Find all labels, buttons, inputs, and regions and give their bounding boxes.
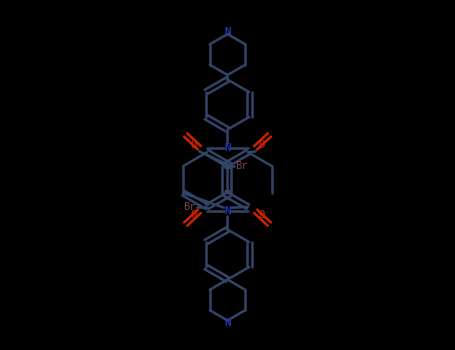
Text: O: O bbox=[258, 140, 265, 149]
Text: O: O bbox=[258, 210, 265, 219]
Text: O: O bbox=[190, 140, 197, 149]
Text: N: N bbox=[224, 318, 231, 328]
Text: Br: Br bbox=[235, 161, 248, 171]
Text: N: N bbox=[224, 27, 231, 37]
Text: Br: Br bbox=[183, 202, 196, 212]
Text: N: N bbox=[224, 206, 231, 216]
Text: N: N bbox=[224, 143, 231, 153]
Text: O: O bbox=[190, 210, 197, 219]
